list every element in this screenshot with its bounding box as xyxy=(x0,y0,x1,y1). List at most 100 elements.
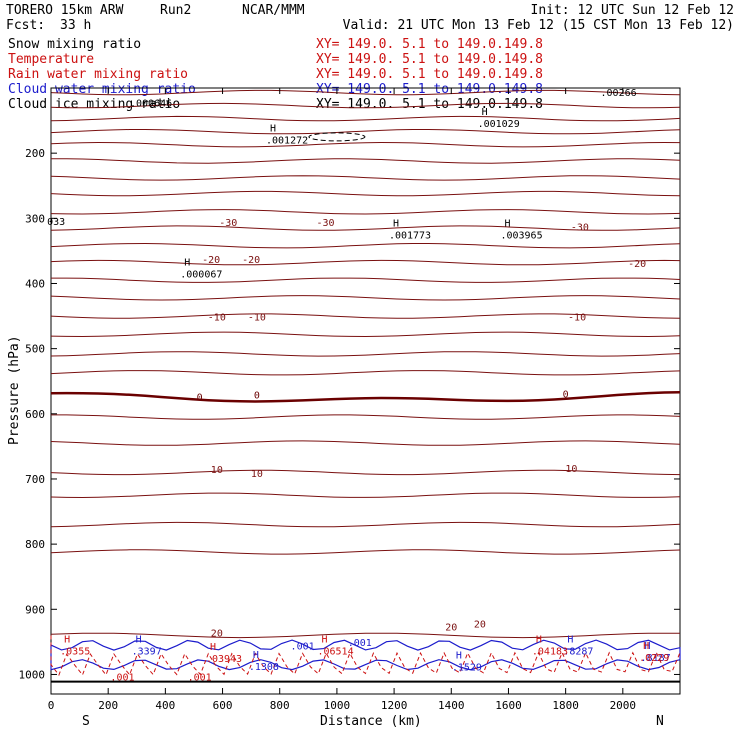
maximum-marker: H xyxy=(184,258,190,269)
maximum-marker: H xyxy=(321,634,327,645)
maximum-value: .06514 xyxy=(317,646,353,657)
maximum-marker: H xyxy=(567,634,573,645)
legend-temperature: Temperature xyxy=(8,52,94,67)
contour-label: -10 xyxy=(568,312,586,323)
contour-label: .001 xyxy=(110,673,134,684)
snow-contour xyxy=(308,132,366,142)
isotherm--5 xyxy=(50,331,681,338)
isotherm--15 xyxy=(51,277,681,283)
isotherm--50 xyxy=(50,102,681,109)
x-axis-label: Distance (km) xyxy=(320,714,422,729)
maximum-marker: H xyxy=(64,634,70,645)
isotherm-20 xyxy=(50,632,681,639)
isotherm-5 xyxy=(50,440,681,446)
maximum-value: .00266 xyxy=(601,88,637,99)
x-end-left: S xyxy=(82,714,90,729)
isotherm--15 xyxy=(50,295,681,301)
contour-label: -20 xyxy=(242,255,260,266)
maximum-marker: H xyxy=(270,123,276,134)
maximum-value: .8287 xyxy=(563,646,593,657)
maximum-value: .1308 xyxy=(249,662,279,673)
contour-label: -10 xyxy=(208,312,226,323)
contour-label: 20 xyxy=(474,619,486,630)
y-tick-label: 700 xyxy=(25,473,45,486)
isotherm--50 xyxy=(50,89,681,96)
legend-temperature-xy: XY= 149.0. 5.1 to 149.0.149.8 xyxy=(316,52,543,67)
x-tick-label: 600 xyxy=(213,699,233,712)
x-tick-label: 0 xyxy=(48,699,55,712)
maximum-marker: H xyxy=(210,642,216,653)
maximum-value: .001272 xyxy=(266,135,308,146)
fcst-value: 33 h xyxy=(60,18,91,33)
maximum-marker: H xyxy=(482,107,488,118)
isotherm--20 xyxy=(50,259,681,266)
maximum-marker: H xyxy=(456,651,462,662)
maximum-value: .003965 xyxy=(500,231,542,242)
maximum-value: .1529 xyxy=(452,663,482,674)
maximum-marker: H xyxy=(536,634,542,645)
legend: Snow mixing ratio XY= 149.0. 5.1 to 149.… xyxy=(8,37,543,112)
maximum-value: .000067 xyxy=(180,270,222,281)
maximum-marker: H xyxy=(645,641,651,652)
fcst-label: Fcst: xyxy=(6,18,45,33)
contour-label: .001 xyxy=(188,673,212,684)
x-tick-label: 200 xyxy=(98,699,118,712)
temperature-isotherms xyxy=(50,89,681,639)
maximum-marker: H xyxy=(643,641,649,652)
maximum-value: .3397 xyxy=(132,646,162,657)
contour-label: 20 xyxy=(445,623,457,634)
isotherm--40 xyxy=(50,141,681,148)
org-label: NCAR/MMM xyxy=(242,3,305,18)
plot-frame xyxy=(50,87,681,695)
maximum-value: .8187 xyxy=(641,653,671,664)
contour-label: 10 xyxy=(251,469,263,480)
maxima-labels: .00266H.001272H.001029H.001773H.003965H.… xyxy=(60,88,671,674)
y-tick-label: 200 xyxy=(25,147,45,160)
x-tick-label: 800 xyxy=(270,699,290,712)
x-axis: 0 200 400 600 800 1000 1200 1400 1600 1800 2000 xyxy=(48,88,636,712)
x-tick-label: 1600 xyxy=(495,699,522,712)
legend-snow: Snow mixing ratio xyxy=(8,37,141,52)
x-tick-label: 1000 xyxy=(324,699,351,712)
y-tick-label: 500 xyxy=(25,343,45,356)
legend-cloud-ice-xy: XY= 149.0. 5.1 to 149.0.149.8 xyxy=(316,97,543,112)
isotherm--5 xyxy=(50,351,681,357)
isotherm-5 xyxy=(51,414,681,420)
legend-snow-xy: XY= 149.0. 5.1 to 149.0.149.8 xyxy=(316,37,543,52)
isotherm--35 xyxy=(50,190,681,197)
contour-label: 10 xyxy=(211,465,223,476)
legend-rain: Rain water mixing ratio xyxy=(8,67,188,82)
maximum-value: .03943 xyxy=(206,654,242,665)
y-tick-label: 900 xyxy=(25,603,45,616)
contour-label: .001 xyxy=(291,641,315,652)
contour-label: -30 xyxy=(571,222,589,233)
y-tick-label: 1000 xyxy=(19,668,46,681)
maximum-marker: H xyxy=(504,219,510,230)
cloud-contours xyxy=(50,132,681,677)
isotherm--25 xyxy=(50,242,681,249)
isotherm--35 xyxy=(50,175,681,181)
x-tick-label: 400 xyxy=(155,699,175,712)
cloud-water-contour xyxy=(50,639,681,671)
y-tick-label: 300 xyxy=(25,212,45,225)
contour-label: -10 xyxy=(248,312,266,323)
model-title: TORERO 15km ARW xyxy=(6,3,124,18)
isotherm--45 xyxy=(50,115,681,122)
contour-label: .001 xyxy=(348,638,372,649)
maximum-value: .001773 xyxy=(389,231,431,242)
contour-label: .000646 xyxy=(130,99,172,110)
isotherm--45 xyxy=(50,129,681,135)
contour-label: 20 xyxy=(211,628,223,639)
isotherm-0 xyxy=(50,370,681,376)
y-axis-label: Pressure (hPa) xyxy=(7,335,22,445)
maximum-marker: H xyxy=(253,650,259,661)
maximum-marker: H xyxy=(393,219,399,230)
run-label: Run2 xyxy=(160,3,191,18)
contour-label: 033 xyxy=(47,217,65,228)
contour-label: -20 xyxy=(628,259,646,270)
isotherm-15 xyxy=(50,492,681,499)
isotherm-20 xyxy=(50,549,681,555)
contour-label: 0 xyxy=(254,391,260,402)
